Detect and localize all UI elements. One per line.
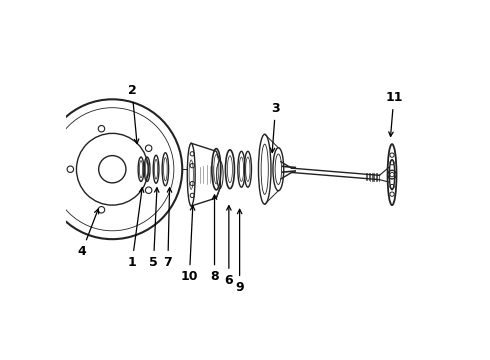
Text: 11: 11 <box>385 91 403 136</box>
Text: 1: 1 <box>128 188 144 269</box>
Text: 5: 5 <box>149 188 159 269</box>
Text: 8: 8 <box>210 195 219 283</box>
Text: 7: 7 <box>164 188 172 269</box>
Text: 2: 2 <box>128 84 139 144</box>
Text: 4: 4 <box>77 209 99 258</box>
Text: 9: 9 <box>235 209 244 294</box>
Text: 3: 3 <box>270 102 280 153</box>
Text: 10: 10 <box>181 206 198 283</box>
Text: 6: 6 <box>224 206 233 287</box>
